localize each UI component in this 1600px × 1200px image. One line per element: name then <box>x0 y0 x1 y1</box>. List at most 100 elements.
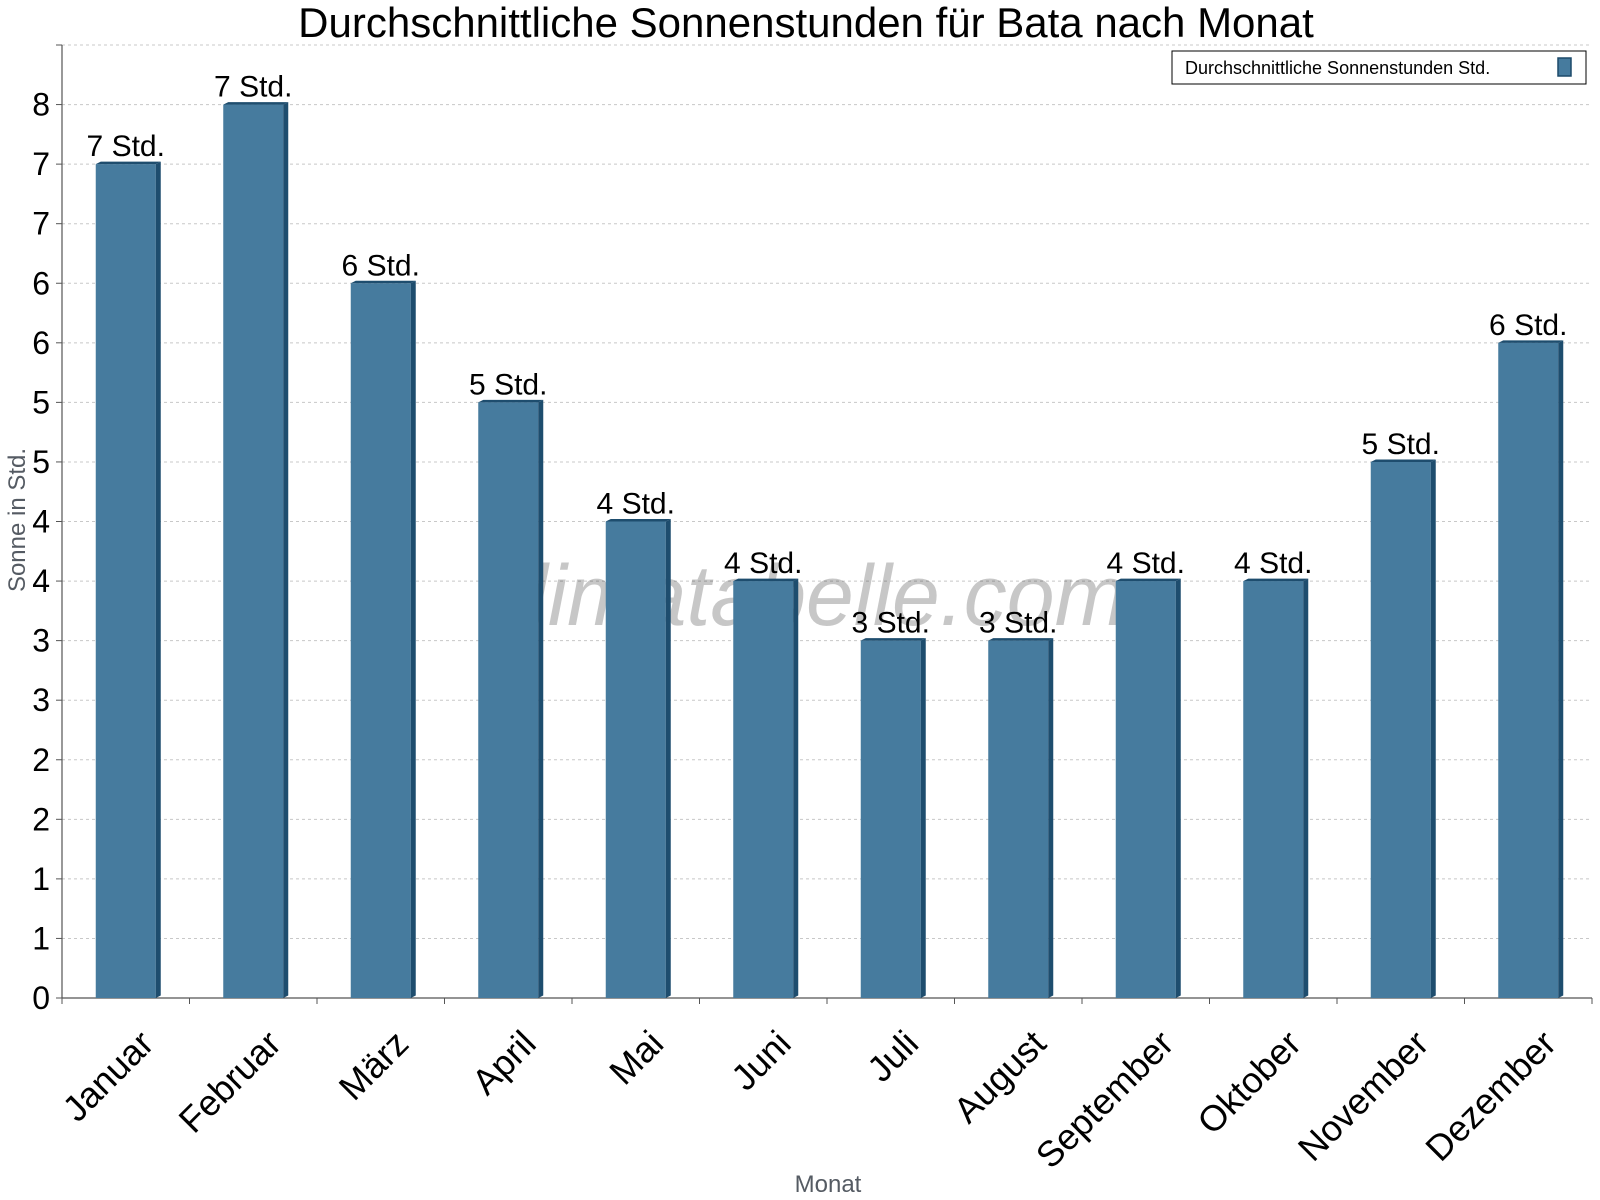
data-label: 6 Std. <box>342 249 420 282</box>
y-tick-label: 6 <box>32 325 50 361</box>
y-tick-label: 3 <box>32 682 50 718</box>
legend-box <box>1171 50 1587 85</box>
bar-top <box>478 399 544 403</box>
x-axis-label: Monat <box>795 1171 862 1198</box>
data-label: 7 Std. <box>214 71 292 104</box>
bar-side <box>410 280 416 998</box>
y-tick-label: 5 <box>32 384 50 420</box>
bar <box>95 161 161 998</box>
x-tick-label: Mai <box>601 1022 671 1092</box>
y-tick-label: 0 <box>32 980 50 1016</box>
x-tick-label: Februar <box>171 1022 289 1140</box>
data-label: 4 Std. <box>597 488 675 521</box>
data-label: 7 Std. <box>87 130 165 163</box>
bar-side <box>1430 459 1436 998</box>
bar-top <box>1115 578 1181 582</box>
bar-side <box>1303 578 1309 998</box>
bars <box>95 102 1564 998</box>
bar-face <box>223 104 284 998</box>
x-tick-label: November <box>1290 1022 1436 1168</box>
bar-face <box>478 402 539 998</box>
bar <box>605 519 671 998</box>
bar-top <box>350 280 416 284</box>
bar-top <box>605 519 671 522</box>
y-tick-label: 4 <box>32 563 50 599</box>
y-tick-label: 1 <box>32 920 50 956</box>
bar-face <box>1243 581 1304 998</box>
data-label: 3 Std. <box>979 607 1057 640</box>
bar-face <box>1115 581 1176 998</box>
y-tick-label: 6 <box>32 265 50 301</box>
data-labels: 7 Std. 7 Std. 6 Std. 5 Std. 4 Std. 4 Std. 3 St… <box>87 71 1568 640</box>
y-tick-label: 7 <box>32 146 50 182</box>
bar-top <box>860 638 926 641</box>
bar-face <box>605 521 666 998</box>
y-tick-label: 2 <box>32 801 50 837</box>
bar <box>733 578 799 998</box>
bar <box>988 638 1054 998</box>
bar-face <box>1370 461 1431 998</box>
y-tick-label: 8 <box>32 87 50 123</box>
gridlines <box>62 44 1592 939</box>
data-label: 6 Std. <box>1489 309 1567 342</box>
x-axis-ticks: Januar Februar März April Mai Juni Juli AugustS… <box>54 1022 1563 1176</box>
axes <box>61 45 1593 1004</box>
y-tick-label: 3 <box>32 623 50 659</box>
data-label: 4 Std. <box>1234 547 1312 580</box>
bar-face <box>988 640 1049 998</box>
x-tick-label: Oktober <box>1189 1022 1309 1142</box>
bar-face <box>95 164 156 998</box>
bar-face <box>350 283 411 998</box>
bar <box>1243 578 1309 998</box>
bar-face <box>1498 342 1559 998</box>
bar-top <box>988 638 1054 641</box>
bar-side <box>920 638 926 998</box>
bar-side <box>283 102 289 998</box>
bar-top <box>1243 578 1309 582</box>
x-tick-label: September <box>1028 1022 1182 1176</box>
x-tick-label: April <box>464 1022 544 1102</box>
legend: Durchschnittliche Sonnenstunden Std. <box>1171 50 1587 85</box>
chart-title: Durchschnittliche Sonnenstunden für Bata… <box>298 0 1314 46</box>
legend-swatch <box>1557 57 1572 77</box>
bar-side <box>793 578 799 998</box>
bar-top <box>733 578 799 582</box>
y-tick-label: 5 <box>32 444 50 480</box>
bar-side <box>155 161 161 998</box>
bar-top <box>95 161 161 165</box>
bar <box>860 638 926 998</box>
bar-face <box>733 581 794 998</box>
y-tick-label: 4 <box>32 504 50 540</box>
y-tick-label: 2 <box>32 742 50 778</box>
bar <box>1370 459 1436 998</box>
y-axis-ticks: 0 1 1 2 2 3 3 4 4 5 5 6 6 7 7 8 <box>32 44 62 1016</box>
data-label: 4 Std. <box>1107 547 1185 580</box>
y-tick-label: 1 <box>32 861 50 897</box>
bar <box>223 102 289 998</box>
bar-side <box>538 399 544 998</box>
bar-top <box>1498 340 1564 343</box>
data-label: 3 Std. <box>852 607 930 640</box>
y-tick-label: 7 <box>32 206 50 242</box>
bar <box>1115 578 1181 998</box>
bar <box>350 280 416 998</box>
x-tick-label: März <box>331 1022 417 1108</box>
bar-face <box>860 640 921 998</box>
bar-side <box>1558 340 1564 998</box>
data-label: 4 Std. <box>724 547 802 580</box>
data-label: 5 Std. <box>1362 428 1440 461</box>
bar-top <box>1370 459 1436 462</box>
bar <box>1498 340 1564 998</box>
x-tick-label: Januar <box>54 1022 161 1129</box>
x-tick-label: Juni <box>723 1022 799 1098</box>
watermark-text: klimatabelle.com <box>486 548 1126 644</box>
x-tick-label: Juli <box>859 1022 926 1089</box>
legend-label: Durchschnittliche Sonnenstunden Std. <box>1185 58 1490 78</box>
bar-side <box>1175 578 1181 998</box>
bar-top <box>223 102 289 105</box>
x-tick-label: Dezember <box>1417 1022 1563 1168</box>
bar-side <box>1048 638 1054 998</box>
y-axis-label: Sonne in Std. <box>4 448 31 592</box>
bar-side <box>665 519 671 998</box>
